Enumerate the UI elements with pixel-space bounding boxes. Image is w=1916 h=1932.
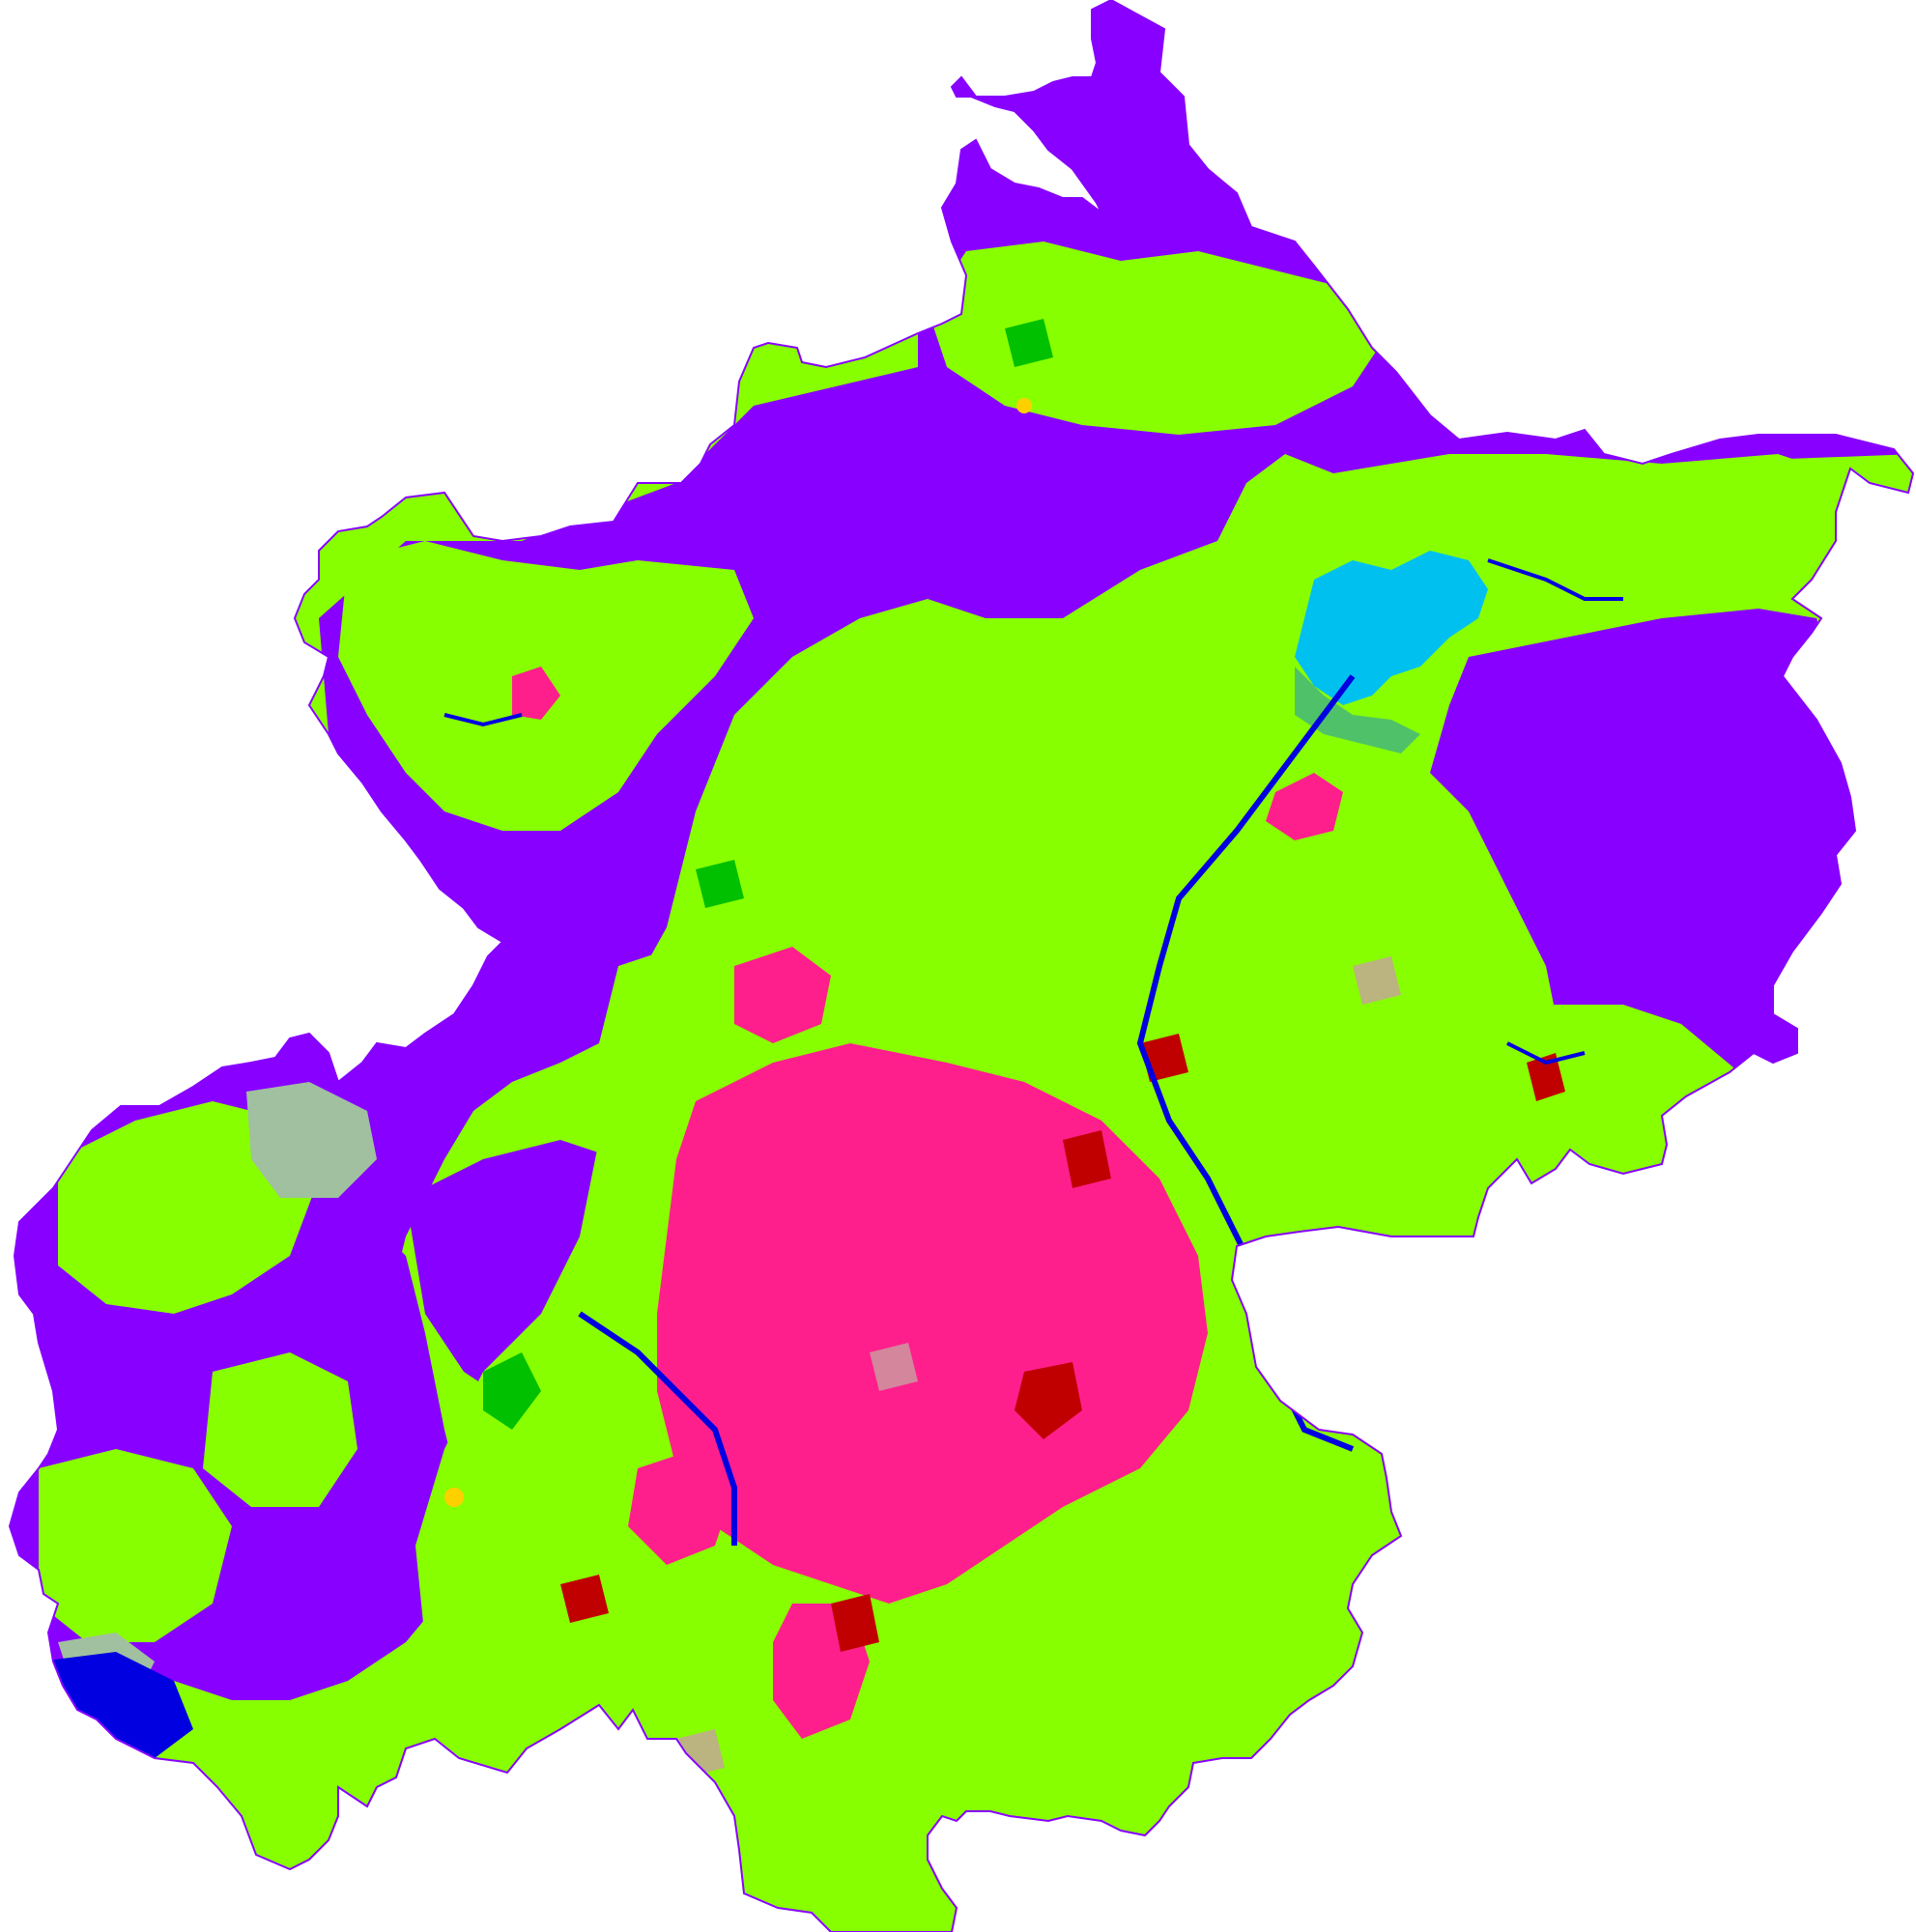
urban-north [734,947,831,1043]
industrial-5 [1237,1246,1275,1285]
forest-2 [1005,319,1053,367]
reservoir-shore [1295,667,1420,753]
accent-spot-1 [444,1488,464,1507]
accent-spot-2 [1016,398,1032,413]
industrial-7 [1527,1053,1565,1101]
grassland-west [246,1082,377,1198]
forest-1 [483,1352,541,1430]
urban-northeast-town [1266,773,1343,840]
industrial-2 [831,1594,879,1652]
river-yongding [578,1311,737,1546]
vegetation-northeast-patch [1411,454,1836,638]
industrial-1 [1015,1362,1082,1439]
river-northeast [1487,558,1623,601]
water-southwest [39,1652,193,1758]
reservoir [1295,551,1488,705]
bare-patch-2 [1353,956,1401,1005]
urban-southwest [628,1449,734,1565]
industrial-3 [1063,1130,1111,1188]
forest-3 [696,860,744,908]
bare-patch-1 [870,1343,918,1391]
urban-core [657,1043,1208,1604]
river-east [1506,1041,1586,1065]
industrial-6 [560,1575,609,1623]
vegetation-central-west-patch [203,1352,357,1507]
river-north [443,713,523,727]
vegetation-southwest-patch [39,1449,232,1642]
vegetation-north-patch [928,242,1391,435]
urban-west-town [512,667,560,720]
